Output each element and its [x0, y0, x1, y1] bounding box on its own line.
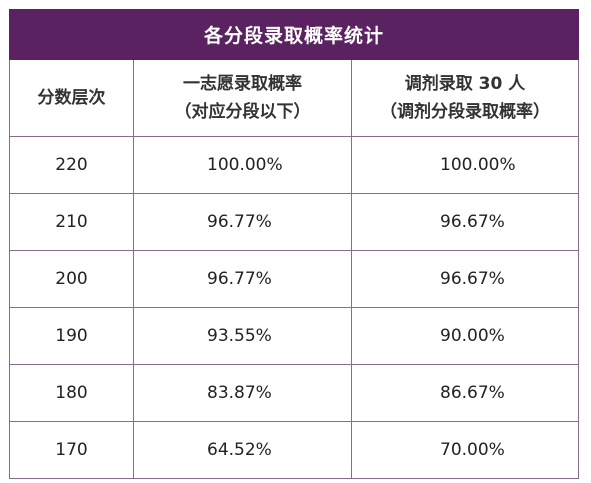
table-row: 220 100.00% 100.00%: [9, 136, 580, 194]
header-adjustment-line1: 调剂录取 30 人: [404, 74, 526, 94]
cell-adjust: 86.67%: [350, 364, 580, 422]
table-title-row: 各分段录取概率统计: [8, 9, 580, 60]
header-adjustment-line2: （调剂分段录取概率）: [380, 102, 551, 122]
header-first-choice-line1: 一志愿录取概率: [183, 74, 302, 94]
table-header-row: 分数层次 一志愿录取概率 （对应分段以下） 调剂录取 30 人 （调剂分段录取概…: [9, 59, 580, 137]
table-title: 各分段录取概率统计: [8, 9, 580, 60]
cell-score: 190: [9, 307, 134, 365]
header-score-level: 分数层次: [9, 59, 134, 137]
cell-first-choice: 96.77%: [133, 193, 352, 251]
header-first-choice: 一志愿录取概率 （对应分段以下）: [133, 59, 352, 137]
cell-score: 170: [9, 421, 134, 479]
header-adjustment: 调剂录取 30 人 （调剂分段录取概率）: [350, 59, 580, 137]
cell-adjust: 96.67%: [350, 193, 580, 251]
cell-score: 210: [9, 193, 134, 251]
cell-first-choice: 96.77%: [133, 250, 352, 308]
cell-score: 220: [9, 136, 134, 194]
probability-table-container: 各分段录取概率统计 分数层次 一志愿录取概率 （对应分段以下） 调剂录取 30 …: [8, 9, 580, 479]
probability-table: 各分段录取概率统计 分数层次 一志愿录取概率 （对应分段以下） 调剂录取 30 …: [8, 9, 580, 479]
table-row: 200 96.77% 96.67%: [9, 250, 580, 308]
cell-adjust: 70.00%: [350, 421, 580, 479]
cell-score: 180: [9, 364, 134, 422]
cell-first-choice: 93.55%: [133, 307, 352, 365]
header-first-choice-line2: （对应分段以下）: [174, 102, 311, 122]
table-row: 180 83.87% 86.67%: [9, 364, 580, 422]
cell-first-choice: 64.52%: [133, 421, 352, 479]
cell-first-choice: 83.87%: [133, 364, 352, 422]
table-row: 190 93.55% 90.00%: [9, 307, 580, 365]
cell-score: 200: [9, 250, 134, 308]
cell-adjust: 90.00%: [350, 307, 580, 365]
table-row: 210 96.77% 96.67%: [9, 193, 580, 251]
table-row: 170 64.52% 70.00%: [9, 421, 580, 479]
cell-adjust: 100.00%: [350, 136, 580, 194]
cell-first-choice: 100.00%: [133, 136, 352, 194]
cell-adjust: 96.67%: [350, 250, 580, 308]
